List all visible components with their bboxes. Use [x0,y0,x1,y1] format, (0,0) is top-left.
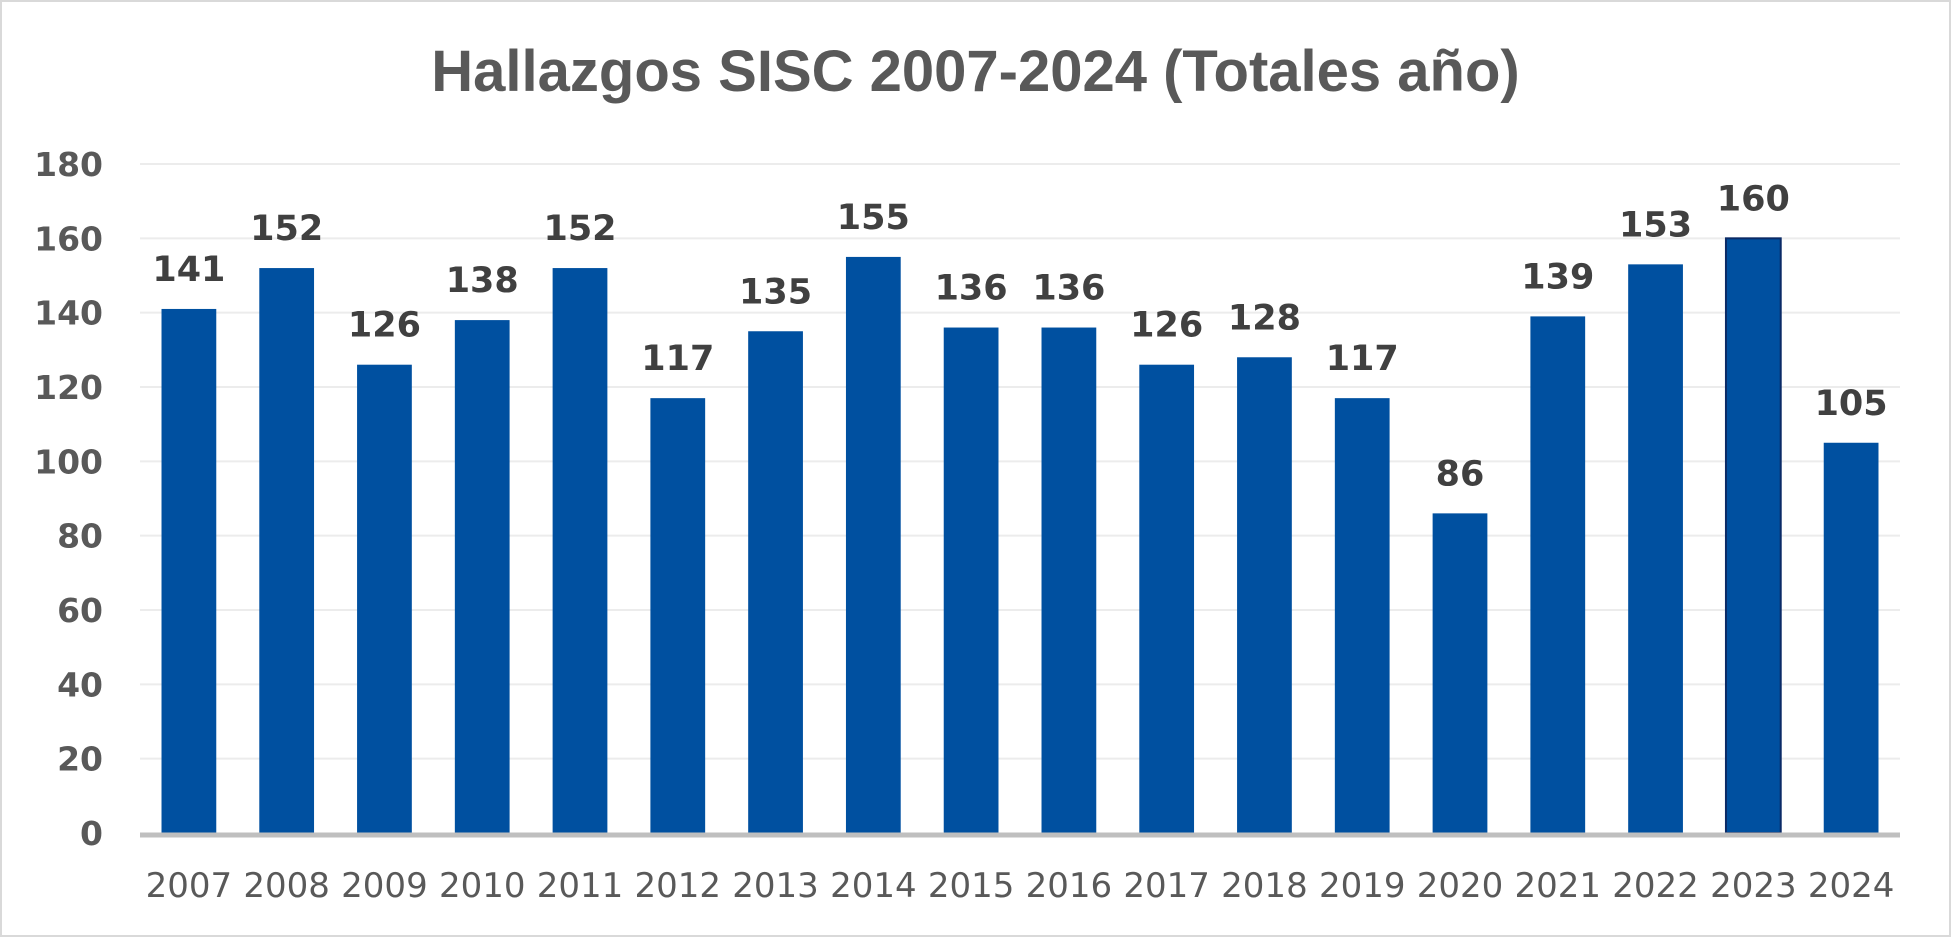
data-label: 86 [1436,454,1485,494]
x-tick-label: 2014 [830,866,917,906]
bar [748,331,803,833]
x-tick-label: 2017 [1123,866,1210,906]
x-tick-label: 2015 [928,866,1015,906]
x-tick-label: 2024 [1808,866,1895,906]
data-label: 160 [1717,179,1790,219]
bar [1237,357,1292,833]
data-label: 126 [1130,306,1203,346]
data-label: 105 [1815,384,1888,424]
data-label: 128 [1228,298,1301,338]
bar [943,327,999,833]
gridlines [140,163,1900,760]
y-tick-label: 160 [34,219,103,258]
y-tick-label: 40 [57,665,103,704]
x-tick-label: 2008 [243,866,330,906]
data-label: 136 [935,269,1008,309]
y-tick-label: 120 [34,368,103,407]
y-tick-label: 0 [80,814,103,853]
y-tick-label: 60 [57,591,103,630]
x-tick-label: 2023 [1710,866,1797,906]
bars [161,237,1879,835]
bar [845,256,901,834]
data-label: 136 [1032,269,1105,309]
x-tick-label: 2021 [1515,866,1602,906]
x-tick-labels: 2007 2008 2009 2010 2011 2012 2013 2014 2015 2016… [146,866,1895,906]
bar [1334,398,1390,833]
bar [552,268,608,834]
y-tick-label: 100 [34,442,103,481]
data-label: 135 [739,272,812,312]
data-label: 138 [446,261,519,301]
x-tick-label: 2013 [732,866,819,906]
data-label: 139 [1521,257,1594,297]
data-label: 152 [250,209,323,249]
x-tick-label: 2010 [439,866,526,906]
x-tick-label: 2009 [341,866,428,906]
bar [1823,442,1879,833]
y-tick-label: 20 [57,740,103,779]
bar [1628,264,1683,834]
data-labels: 141 152 126 138 152 117 135 155 136 136 126 128 117 8… [152,179,1887,494]
bar [650,398,706,833]
x-tick-label: 2020 [1417,866,1504,906]
bar [1041,327,1097,833]
data-label: 155 [837,198,910,238]
y-tick-label: 180 [34,145,103,184]
bar [357,364,412,833]
chart-title: Hallazgos SISC 2007-2024 (Totales año) [431,39,1520,104]
data-label: 141 [152,250,225,290]
x-tick-label: 2007 [146,866,233,906]
data-label: 126 [348,306,421,346]
bar [259,268,315,834]
data-label: 117 [641,339,714,379]
x-tick-label: 2016 [1026,866,1113,906]
data-label: 153 [1619,205,1692,245]
x-tick-label: 2018 [1221,866,1308,906]
bar [161,308,217,833]
x-tick-label: 2022 [1612,866,1699,906]
bar [1139,364,1195,833]
data-label: 152 [543,209,616,249]
bar [1432,513,1488,833]
y-tick-labels: 0 20 40 60 80 100 120 140 160 180 [34,145,103,853]
bar [454,320,510,834]
x-tick-label: 2012 [635,866,722,906]
x-tick-label: 2019 [1319,866,1406,906]
y-tick-label: 140 [34,294,103,333]
x-tick-label: 2011 [537,866,624,906]
data-label: 117 [1326,339,1399,379]
y-tick-label: 80 [57,517,103,556]
bar [1724,237,1782,835]
bar [1530,316,1586,834]
